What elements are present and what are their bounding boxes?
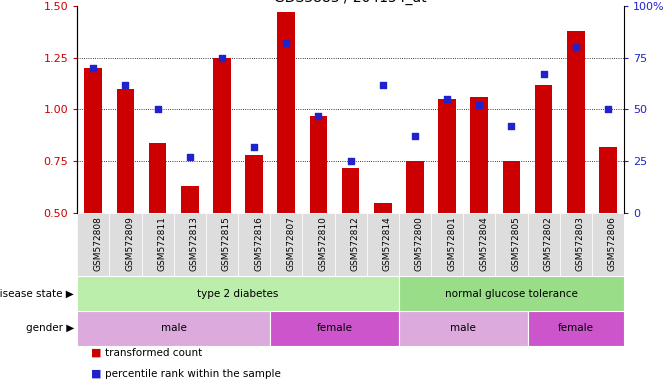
Text: GSM572810: GSM572810 xyxy=(319,216,327,271)
FancyBboxPatch shape xyxy=(399,276,624,311)
Point xyxy=(88,65,99,71)
Text: transformed count: transformed count xyxy=(105,348,203,358)
Bar xyxy=(406,161,424,213)
Point xyxy=(377,81,388,88)
Point xyxy=(249,144,260,150)
Text: normal glucose tolerance: normal glucose tolerance xyxy=(445,289,578,299)
Text: GSM572804: GSM572804 xyxy=(479,216,488,271)
Point xyxy=(185,154,195,160)
FancyBboxPatch shape xyxy=(560,213,592,276)
Text: GSM572815: GSM572815 xyxy=(222,216,231,271)
Bar xyxy=(213,58,231,213)
Bar xyxy=(342,167,360,213)
Bar xyxy=(309,116,327,213)
Point xyxy=(120,81,131,88)
Text: GSM572806: GSM572806 xyxy=(608,216,617,271)
Point xyxy=(570,44,581,50)
Point xyxy=(442,96,452,102)
Point xyxy=(281,40,292,46)
Text: GSM572802: GSM572802 xyxy=(544,216,553,271)
Text: GSM572805: GSM572805 xyxy=(511,216,521,271)
Point xyxy=(217,55,227,61)
Text: GSM572816: GSM572816 xyxy=(254,216,263,271)
Bar xyxy=(567,31,584,213)
Text: GSM572812: GSM572812 xyxy=(351,216,360,271)
Text: type 2 diabetes: type 2 diabetes xyxy=(197,289,278,299)
Bar xyxy=(117,89,134,213)
FancyBboxPatch shape xyxy=(527,311,624,346)
Text: GSM572809: GSM572809 xyxy=(125,216,134,271)
Bar xyxy=(503,161,520,213)
Point xyxy=(506,123,517,129)
Text: GSM572814: GSM572814 xyxy=(382,216,392,271)
FancyBboxPatch shape xyxy=(592,213,624,276)
Point xyxy=(603,106,613,113)
Point xyxy=(313,113,324,119)
Text: male: male xyxy=(450,323,476,333)
Text: GSM572803: GSM572803 xyxy=(576,216,585,271)
FancyBboxPatch shape xyxy=(399,213,431,276)
Bar xyxy=(535,84,552,213)
FancyBboxPatch shape xyxy=(527,213,560,276)
Bar xyxy=(149,142,166,213)
Text: GSM572807: GSM572807 xyxy=(287,216,295,271)
Bar xyxy=(470,97,488,213)
Bar xyxy=(438,99,456,213)
Point xyxy=(152,106,163,113)
FancyBboxPatch shape xyxy=(142,213,174,276)
Text: gender ▶: gender ▶ xyxy=(25,323,74,333)
FancyBboxPatch shape xyxy=(270,311,399,346)
Bar xyxy=(374,203,392,213)
FancyBboxPatch shape xyxy=(303,213,335,276)
FancyBboxPatch shape xyxy=(238,213,270,276)
Bar xyxy=(277,12,295,213)
FancyBboxPatch shape xyxy=(335,213,366,276)
Text: male: male xyxy=(161,323,187,333)
FancyBboxPatch shape xyxy=(77,276,399,311)
Text: disease state ▶: disease state ▶ xyxy=(0,289,74,299)
Text: GSM572811: GSM572811 xyxy=(158,216,166,271)
Bar xyxy=(245,155,263,213)
Text: GSM572808: GSM572808 xyxy=(93,216,102,271)
FancyBboxPatch shape xyxy=(206,213,238,276)
Text: ■: ■ xyxy=(91,369,101,379)
FancyBboxPatch shape xyxy=(77,311,270,346)
FancyBboxPatch shape xyxy=(495,213,527,276)
Bar xyxy=(85,68,102,213)
Point xyxy=(474,102,484,108)
Text: female: female xyxy=(558,323,594,333)
Bar xyxy=(599,147,617,213)
Text: female: female xyxy=(317,323,352,333)
FancyBboxPatch shape xyxy=(109,213,142,276)
Title: GDS3883 / 204154_at: GDS3883 / 204154_at xyxy=(274,0,427,5)
FancyBboxPatch shape xyxy=(463,213,495,276)
Text: ■: ■ xyxy=(91,348,101,358)
FancyBboxPatch shape xyxy=(174,213,206,276)
Text: GSM572813: GSM572813 xyxy=(190,216,199,271)
Text: percentile rank within the sample: percentile rank within the sample xyxy=(105,369,281,379)
FancyBboxPatch shape xyxy=(431,213,463,276)
FancyBboxPatch shape xyxy=(270,213,303,276)
FancyBboxPatch shape xyxy=(77,213,109,276)
Point xyxy=(346,158,356,164)
FancyBboxPatch shape xyxy=(366,213,399,276)
Point xyxy=(538,71,549,77)
Point xyxy=(409,133,420,139)
Text: GSM572800: GSM572800 xyxy=(415,216,424,271)
FancyBboxPatch shape xyxy=(399,311,527,346)
Bar xyxy=(181,186,199,213)
Text: GSM572801: GSM572801 xyxy=(447,216,456,271)
